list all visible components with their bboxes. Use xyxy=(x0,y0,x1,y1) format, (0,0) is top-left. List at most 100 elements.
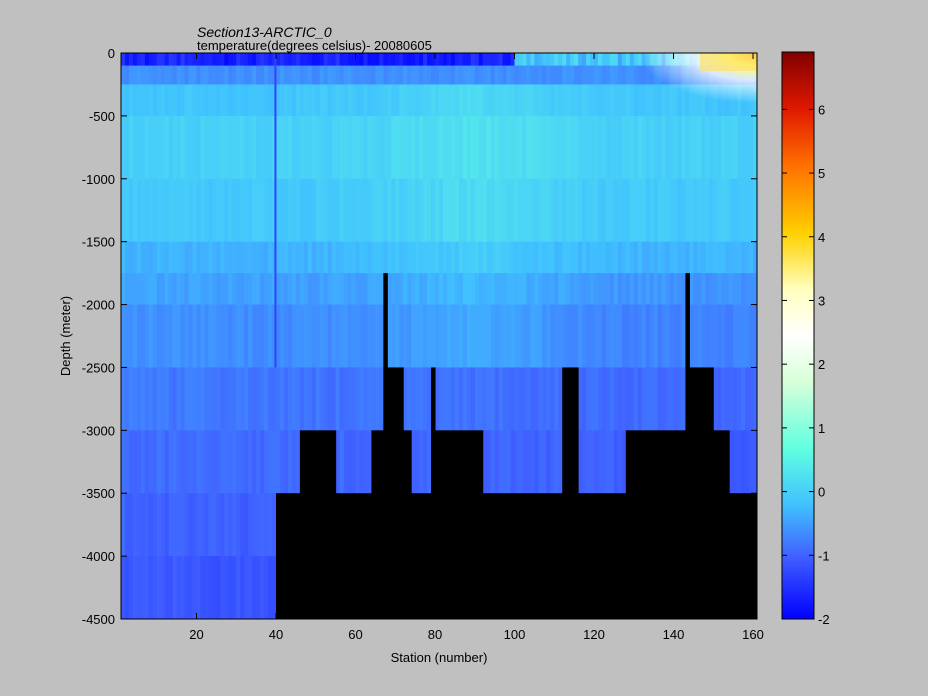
heatmap-cell xyxy=(335,241,341,274)
heatmap-cell xyxy=(625,178,631,243)
heatmap-cell xyxy=(327,304,333,369)
heatmap-cell xyxy=(617,178,623,243)
heatmap-cell xyxy=(478,304,484,369)
heatmap-cell xyxy=(240,53,245,67)
heatmap-cell xyxy=(232,273,237,306)
heatmap-cell xyxy=(339,241,345,274)
heatmap-cell xyxy=(598,367,603,431)
heatmap-cell xyxy=(383,65,388,86)
heatmap-cell xyxy=(534,53,539,67)
heatmap-cell xyxy=(637,304,643,369)
heatmap-cell xyxy=(311,273,317,306)
heatmap-cell xyxy=(148,115,154,180)
heatmap-cell xyxy=(248,493,253,557)
heatmap-cell xyxy=(264,241,269,274)
heatmap-cell xyxy=(474,178,480,243)
heatmap-cell xyxy=(749,304,754,369)
heatmap-cell xyxy=(303,84,309,117)
heatmap-cell xyxy=(248,556,253,619)
heatmap-cell xyxy=(140,178,146,243)
heatmap-cell xyxy=(256,115,261,180)
heatmap-cell xyxy=(204,430,210,494)
heatmap-cell xyxy=(741,367,746,431)
heatmap-cell xyxy=(212,273,217,306)
heatmap-cell xyxy=(598,53,603,67)
heatmap-cell xyxy=(276,115,281,180)
heatmap-cell xyxy=(633,273,639,306)
heatmap-cell xyxy=(168,273,174,306)
heatmap-cell xyxy=(220,241,225,274)
heatmap-cell xyxy=(605,367,611,431)
seafloor-segment xyxy=(482,493,563,619)
heatmap-cell xyxy=(343,115,349,180)
heatmap-cell xyxy=(598,430,603,494)
heatmap-cell xyxy=(272,84,277,117)
heatmap-cell xyxy=(490,273,496,306)
heatmap-cell xyxy=(276,53,281,67)
heatmap-cell xyxy=(562,241,567,274)
heatmap-cell xyxy=(534,304,539,369)
heatmap-cell xyxy=(144,430,150,494)
heatmap-cell xyxy=(403,304,408,369)
heatmap-cell xyxy=(144,84,150,117)
heatmap-cell xyxy=(355,115,361,180)
heatmap-cell xyxy=(530,241,535,274)
seafloor-segment xyxy=(411,493,432,619)
heatmap-cell xyxy=(367,115,373,180)
heatmap-cell xyxy=(244,367,249,431)
heatmap-cell xyxy=(450,84,456,117)
heatmap-cell xyxy=(184,273,190,306)
heatmap-cell xyxy=(590,273,595,306)
seafloor-segment xyxy=(625,430,686,619)
heatmap-cell xyxy=(212,493,217,557)
heatmap-cell xyxy=(295,178,301,243)
heatmap-cell xyxy=(538,304,543,369)
heatmap-cell xyxy=(717,241,722,274)
heatmap-cell xyxy=(725,115,730,180)
heatmap-cell xyxy=(124,430,130,494)
heatmap-cell xyxy=(478,115,484,180)
heatmap-cell xyxy=(136,493,142,557)
heatmap-cell xyxy=(705,304,710,369)
heatmap-cell xyxy=(359,53,365,67)
heatmap-cell xyxy=(522,53,528,67)
heatmap-cell xyxy=(232,84,237,117)
heatmap-cell xyxy=(490,178,496,243)
heatmap-cell xyxy=(546,53,551,67)
heatmap-cell xyxy=(578,430,583,494)
heatmap-cell xyxy=(148,65,154,86)
heatmap-cell xyxy=(355,367,361,431)
heatmap-cell xyxy=(212,178,217,243)
heatmap-cell xyxy=(403,273,408,306)
heatmap-cell xyxy=(423,430,428,494)
heatmap-cell xyxy=(478,367,484,431)
heatmap-cell xyxy=(343,304,349,369)
heatmap-cell xyxy=(200,367,206,431)
heatmap-cell xyxy=(474,241,480,274)
heatmap-cell xyxy=(566,304,571,369)
heatmap-cell xyxy=(621,84,627,117)
heatmap-cell xyxy=(156,430,162,494)
heatmap-cell xyxy=(327,115,333,180)
heatmap-cell xyxy=(510,273,516,306)
heatmap-cell xyxy=(256,178,261,243)
heatmap-cell xyxy=(502,84,508,117)
heatmap-cell xyxy=(749,367,754,431)
heatmap-cell xyxy=(526,304,532,369)
heatmap-cell xyxy=(494,84,500,117)
heatmap-cell xyxy=(423,304,428,369)
heatmap-cell xyxy=(574,273,579,306)
heatmap-cell xyxy=(152,115,158,180)
heatmap-cell xyxy=(458,115,464,180)
heatmap-cell xyxy=(518,273,524,306)
heatmap-cell xyxy=(339,115,345,180)
heatmap-cell xyxy=(538,367,543,431)
heatmap-cell xyxy=(311,84,317,117)
heatmap-cell xyxy=(737,304,742,369)
heatmap-cell xyxy=(335,65,341,86)
heatmap-cell xyxy=(180,84,186,117)
heatmap-cell xyxy=(498,273,504,306)
heatmap-cell xyxy=(419,115,424,180)
heatmap-cell xyxy=(526,65,532,86)
heatmap-cell xyxy=(216,367,221,431)
